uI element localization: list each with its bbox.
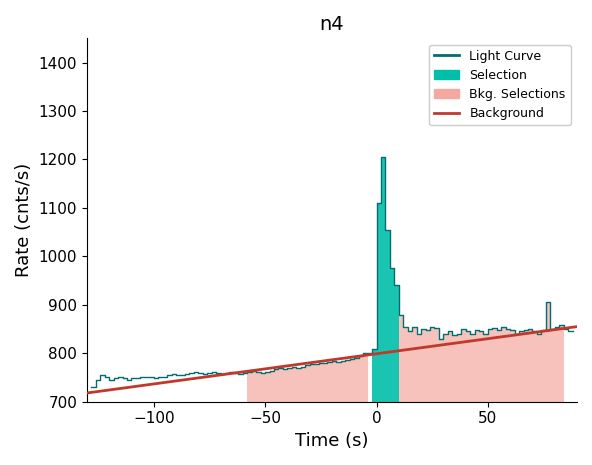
Y-axis label: Rate (cnts/s): Rate (cnts/s) <box>15 163 33 277</box>
X-axis label: Time (s): Time (s) <box>295 432 369 450</box>
Title: n4: n4 <box>320 15 345 34</box>
Legend: Light Curve, Selection, Bkg. Selections, Background: Light Curve, Selection, Bkg. Selections,… <box>430 45 571 126</box>
